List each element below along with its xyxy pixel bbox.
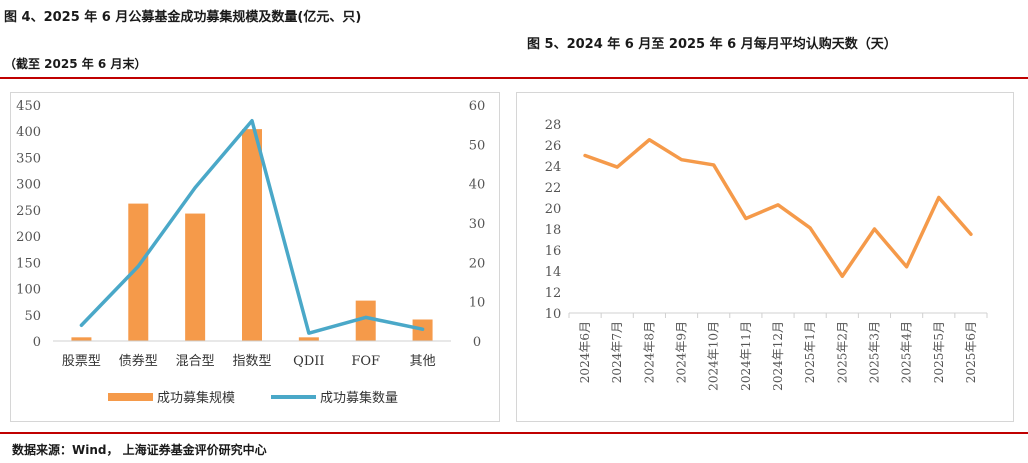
y-right-tick-label: 30 bbox=[469, 217, 486, 232]
x-tick-label: 2025年2月 bbox=[835, 321, 849, 383]
y-right-tick-label: 20 bbox=[469, 256, 486, 271]
y-right-tick-label: 60 bbox=[469, 99, 486, 114]
x-tick-label: QDII bbox=[293, 354, 324, 369]
y-tick-label: 16 bbox=[545, 244, 562, 259]
x-tick-label: 2024年10月 bbox=[707, 321, 721, 391]
x-tick-label: 2025年5月 bbox=[932, 321, 946, 383]
y-tick-label: 14 bbox=[545, 265, 562, 280]
x-tick-label: 2025年3月 bbox=[867, 321, 881, 383]
y-tick-label: 18 bbox=[545, 223, 562, 238]
bar-FOF bbox=[355, 300, 376, 341]
x-tick-label: 债券型 bbox=[119, 353, 158, 369]
x-tick-label: 2025年4月 bbox=[900, 321, 914, 383]
right-chart-title: 图 5、2024 年 6 月至 2025 年 6 月每月平均认购天数（天） bbox=[527, 37, 897, 52]
x-tick-label: 2024年8月 bbox=[642, 321, 656, 383]
y-left-tick-label: 200 bbox=[16, 230, 41, 245]
y-left-tick-label: 350 bbox=[16, 151, 41, 166]
x-tick-label: 2025年6月 bbox=[964, 321, 978, 383]
y-tick-label: 20 bbox=[545, 202, 562, 217]
bar-股票型 bbox=[71, 337, 92, 341]
bar-债券型 bbox=[128, 203, 149, 341]
y-left-tick-label: 400 bbox=[16, 125, 41, 140]
y-left-tick-label: 100 bbox=[16, 283, 41, 298]
x-tick-label: 2024年12月 bbox=[771, 321, 785, 391]
x-tick-label: 其他 bbox=[410, 354, 436, 369]
right-chart-panel: 10 12 14 16 18 20 22 24 26 28 2024年6月 2024年7月 2024年… bbox=[516, 92, 1014, 422]
y-right-tick-label: 50 bbox=[469, 138, 486, 153]
count-series-line bbox=[79, 118, 425, 335]
bar-混合型 bbox=[185, 213, 206, 341]
y-tick-label: 22 bbox=[545, 181, 562, 196]
legend-label-bar: 成功募集规模 bbox=[157, 390, 235, 406]
y-left-tick-label: 250 bbox=[16, 204, 41, 219]
y-left-tick-label: 300 bbox=[16, 178, 41, 193]
subscription-days-line bbox=[583, 138, 973, 278]
y-right-tick-label: 10 bbox=[469, 296, 486, 311]
x-tick-label: 2025年1月 bbox=[803, 321, 817, 383]
y-left-tick-label: 450 bbox=[16, 99, 41, 114]
x-tick-label: 股票型 bbox=[62, 354, 101, 369]
left-chart-note: （截至 2025 年 6 月末） bbox=[4, 57, 147, 71]
right-chart-svg: 10 12 14 16 18 20 22 24 26 28 2024年6月 2024年7月 2024年… bbox=[545, 118, 988, 391]
y-left-tick-label: 150 bbox=[16, 256, 41, 271]
left-chart-svg: 0 50 100 150 200 250 300 350 400 450 0 10 20 30 40 50 6… bbox=[16, 99, 486, 406]
y-right-tick-label: 0 bbox=[473, 335, 481, 350]
legend-swatch-bar bbox=[108, 393, 153, 401]
bar-QDII bbox=[298, 337, 319, 341]
x-tick-label: FOF bbox=[351, 354, 380, 369]
left-chart-title: 图 4、2025 年 6 月公募基金成功募集规模及数量(亿元、只) bbox=[4, 10, 362, 25]
x-tick-label: 混合型 bbox=[176, 354, 215, 369]
top-rule bbox=[0, 77, 1028, 79]
left-chart-panel: 0 50 100 150 200 250 300 350 400 450 0 10 20 30 40 50 6… bbox=[10, 92, 500, 422]
y-left-tick-label: 50 bbox=[24, 309, 41, 324]
x-tick-label: 2024年6月 bbox=[578, 321, 592, 383]
y-tick-label: 10 bbox=[545, 307, 562, 322]
data-source-note: 数据来源：Wind， 上海证券基金评价研究中心 bbox=[12, 443, 267, 457]
y-tick-label: 26 bbox=[545, 139, 562, 154]
y-left-tick-label: 0 bbox=[33, 335, 41, 350]
y-tick-label: 24 bbox=[545, 160, 562, 175]
x-tick-label: 2024年7月 bbox=[610, 321, 624, 383]
x-tick-label: 2024年11月 bbox=[739, 321, 753, 391]
y-tick-label: 12 bbox=[545, 286, 562, 301]
legend-label-line: 成功募集数量 bbox=[320, 390, 398, 406]
y-tick-label: 28 bbox=[545, 118, 562, 133]
bar-指数型 bbox=[242, 129, 262, 341]
bottom-rule bbox=[0, 432, 1028, 434]
x-tick-label: 指数型 bbox=[232, 354, 271, 369]
y-right-tick-label: 40 bbox=[469, 178, 486, 193]
x-tick-label: 2024年9月 bbox=[675, 321, 689, 383]
